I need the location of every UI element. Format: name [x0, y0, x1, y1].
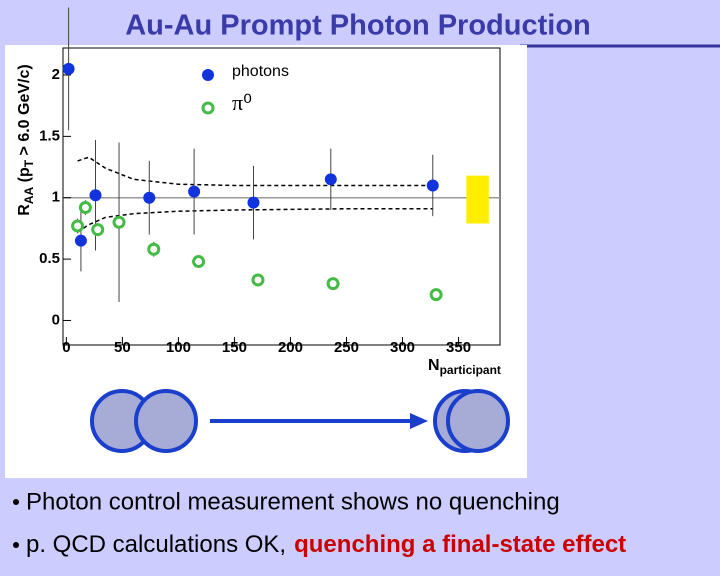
- legend-marker: [202, 69, 214, 81]
- y-tick-label: 0: [52, 311, 60, 328]
- x-tick-label: 350: [446, 339, 471, 356]
- y-tick-label: 1.5: [39, 127, 60, 144]
- x-tick-label: 50: [114, 339, 131, 356]
- nucleus: [134, 389, 198, 453]
- bullet-text: p. QCD calculations OK,: [26, 531, 286, 558]
- y-tick-label: 0.5: [39, 250, 60, 267]
- x-tick-label: 150: [222, 339, 247, 356]
- data-point: [143, 191, 156, 204]
- x-tick-label: 200: [278, 339, 303, 356]
- data-point: [426, 179, 439, 192]
- bullet-text: Photon control measurement shows no quen…: [26, 488, 560, 515]
- legend-label: π⁰: [232, 90, 252, 115]
- x-axis-label-part: participant: [440, 363, 501, 377]
- data-point: [62, 62, 75, 75]
- y-tick-label: 2: [52, 66, 60, 83]
- data-point: [324, 173, 337, 186]
- bullet-highlight: quenching a final-state effect: [294, 531, 626, 558]
- data-point: [78, 201, 92, 215]
- data-point: [192, 255, 206, 269]
- data-point: [247, 196, 260, 209]
- y-axis-label-part: R: [16, 204, 33, 216]
- y-axis-label-part: > 6.0 GeV/c): [16, 64, 33, 160]
- y-axis-label-part: (p: [16, 167, 33, 187]
- data-point: [326, 277, 340, 291]
- data-point: [71, 219, 85, 233]
- x-tick-label: 100: [166, 339, 191, 356]
- theory-band: [77, 208, 433, 233]
- x-axis-label-part: N: [428, 357, 440, 374]
- arrow-head: [410, 413, 428, 429]
- x-axis-label: Nparticipant: [428, 357, 501, 377]
- bullet: [13, 499, 19, 505]
- plot-frame: [62, 47, 501, 346]
- data-point: [188, 185, 201, 198]
- data-point: [251, 273, 265, 287]
- legend-marker: [201, 101, 215, 115]
- bullet-text: p. QCD calculations OK, quenching a final…: [26, 531, 626, 558]
- data-point: [112, 215, 126, 229]
- norm-box: [466, 175, 489, 224]
- x-tick-label: 250: [334, 339, 359, 356]
- x-tick-label: 0: [62, 339, 70, 356]
- data-point: [74, 234, 87, 247]
- y-axis-label-part: AA: [22, 186, 36, 204]
- theory-band: [77, 156, 433, 187]
- y-axis-label-part: T: [22, 159, 36, 167]
- data-point: [91, 223, 105, 237]
- slide-title: Au-Au Prompt Photon Production: [125, 10, 591, 42]
- data-point: [89, 189, 102, 202]
- y-tick-label: 1: [52, 189, 60, 206]
- collision-diagram: [90, 389, 510, 453]
- data-point: [147, 242, 161, 256]
- legend-label: photons: [232, 63, 289, 80]
- data-point: [429, 288, 443, 302]
- nucleus: [446, 389, 510, 453]
- x-tick-label: 300: [390, 339, 415, 356]
- y-axis-label: RAA (pT > 6.0 GeV/c): [16, 64, 36, 215]
- bullet: [13, 542, 19, 548]
